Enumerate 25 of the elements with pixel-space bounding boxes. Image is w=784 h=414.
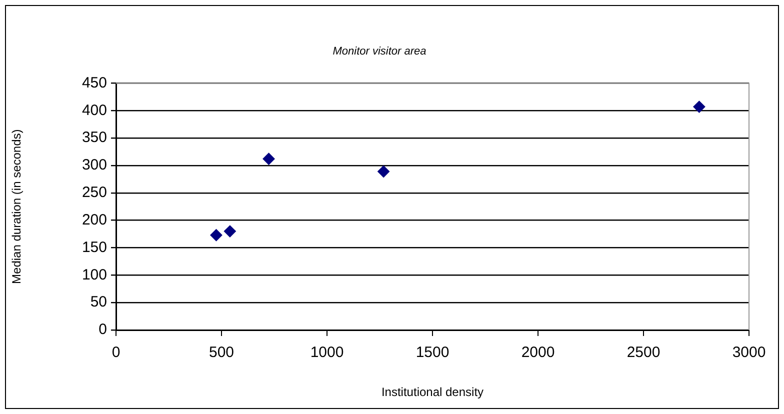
y-tick-label: 100 — [82, 266, 107, 284]
x-tick-label: 1500 — [416, 344, 450, 362]
point — [378, 166, 390, 178]
x-tick-label: 1000 — [310, 344, 344, 362]
y-tick-label: 350 — [82, 129, 107, 146]
y-tick-label: 50 — [90, 294, 107, 311]
y-tick-label: 200 — [82, 211, 107, 228]
y-tick-label: 400 — [82, 102, 107, 119]
x-axis-title: Institutional density — [381, 385, 484, 400]
y-tick-label: 150 — [82, 238, 107, 256]
x-tick-label: 2000 — [521, 344, 555, 362]
y-tick-label: 0 — [98, 321, 107, 338]
x-tick-label: 0 — [112, 344, 120, 362]
y-tick-label: 250 — [82, 184, 107, 202]
x-tick-label: 2500 — [626, 344, 660, 362]
y-tick-label: 450 — [82, 74, 107, 92]
y-tick-label: 300 — [82, 156, 107, 174]
y-axis-title: Median duration (in seconds) — [10, 129, 24, 284]
point — [210, 229, 222, 242]
point — [693, 100, 706, 113]
point — [224, 225, 236, 238]
point — [262, 152, 275, 165]
chart-title: Monitor visitor area — [332, 46, 426, 58]
x-tick-label: 500 — [208, 344, 234, 362]
x-tick-label: 3000 — [732, 344, 766, 362]
